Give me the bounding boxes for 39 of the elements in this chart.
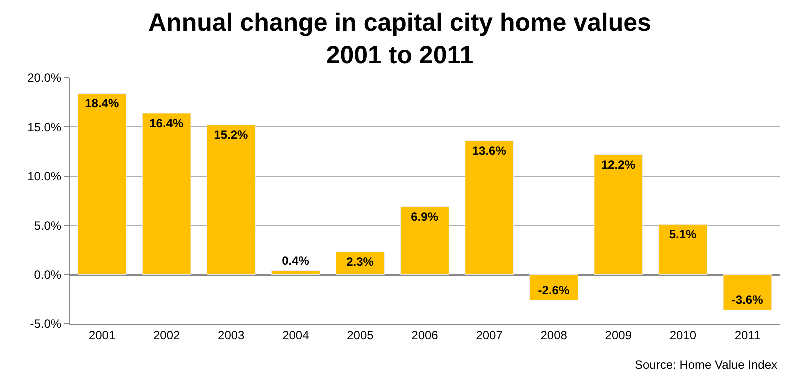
data-label: 0.4% (282, 254, 310, 268)
data-label: 2.3% (346, 255, 374, 270)
x-tick-label: 2005 (347, 328, 374, 342)
y-tick-label: -5.0% (30, 317, 62, 332)
bar (465, 140, 514, 276)
bar (658, 224, 708, 276)
bar (594, 154, 644, 276)
y-tick-label: 20.0% (28, 71, 62, 86)
data-label: 6.9% (411, 210, 439, 224)
chart-title: Annual change in capital city home values 2001 to 2011 (148, 8, 652, 70)
x-tick-label: 2009 (605, 328, 632, 342)
x-tick-label: 2007 (476, 328, 504, 342)
bar (142, 113, 192, 276)
y-tick-label: 5.0% (34, 218, 62, 233)
data-label: 5.1% (669, 228, 698, 242)
data-label: 15.2% (214, 128, 249, 142)
x-tick-label: 2002 (153, 328, 180, 342)
x-tick-label: 2006 (412, 328, 439, 342)
x-tick-label: 2008 (540, 328, 568, 342)
x-tick-label: 2001 (88, 328, 116, 342)
data-label: 12.2% (601, 158, 636, 172)
source-note: Source: Home Value Index (635, 358, 778, 372)
y-tick-label: 15.0% (28, 120, 62, 134)
x-tick-label: 2010 (670, 328, 697, 342)
x-tick-label: 2004 (282, 328, 310, 342)
x-tick-label: 2003 (218, 328, 246, 342)
data-label: 18.4% (85, 96, 120, 111)
data-label: -3.6% (732, 293, 764, 308)
x-tick-label: 2011 (734, 328, 761, 342)
data-label: 13.6% (472, 144, 507, 158)
data-label: -2.6% (538, 283, 570, 298)
bar (78, 93, 127, 276)
y-tick-label: 10.0% (28, 170, 62, 184)
bar (206, 124, 256, 276)
y-tick-label: 0.0% (34, 268, 62, 282)
data-label: 16.4% (150, 116, 184, 130)
bar (271, 270, 320, 276)
bar (400, 206, 450, 276)
bar (723, 274, 772, 310)
